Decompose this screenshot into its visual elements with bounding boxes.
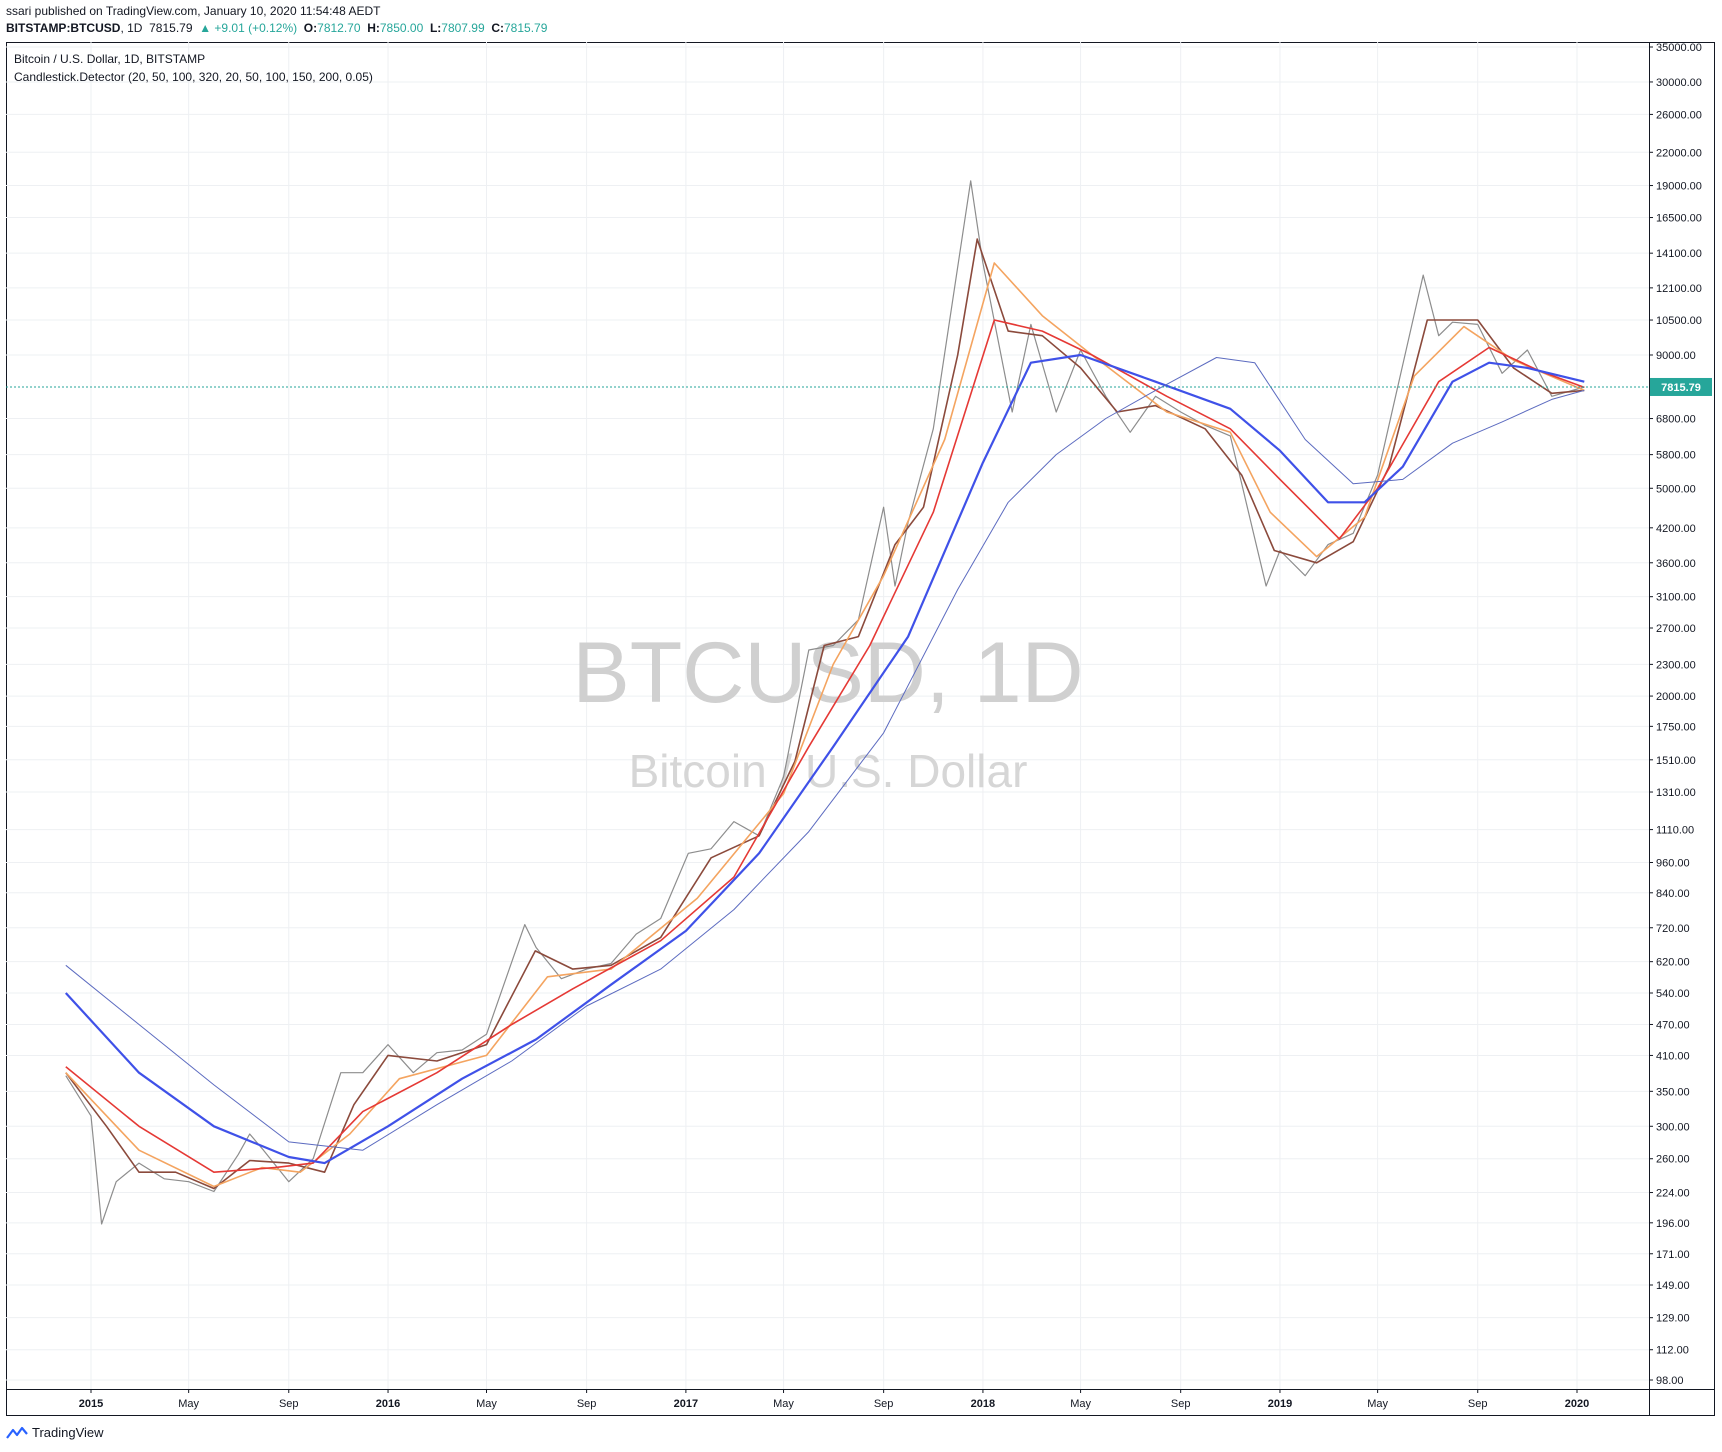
series-group [64,180,1585,1225]
x-tick-label: 2015 [79,1398,103,1410]
symbol-name: BITSTAMP:BTCUSD [6,21,121,35]
y-tick-label: 2300.00 [1656,659,1696,671]
low-label: L: [429,21,442,35]
close-value: 7815.79 [504,21,548,35]
watermark-symbol: BTCUSD, 1D [572,625,1083,721]
high-label: H: [367,21,380,35]
x-tick-label: May [178,1398,199,1410]
footer-brand-label: TradingView [32,1425,104,1440]
y-tick-label: 19000.00 [1656,181,1702,193]
y-tick-label: 14100.00 [1656,248,1702,260]
y-tick-label: 149.00 [1656,1280,1690,1292]
y-tick-label: 840.00 [1656,888,1690,900]
low-value: 7807.99 [441,21,485,35]
y-tick-label: 5800.00 [1656,450,1696,462]
series-price [65,180,1585,1225]
price-chart[interactable]: BTCUSD, 1D Bitcoin / U.S. Dollar 98.00 11… [0,0,1722,1420]
x-tick-label: 2017 [674,1398,698,1410]
y-tick-label: 10500.00 [1656,315,1702,327]
series-ma-320 [65,357,1585,1151]
y-tick-label: 260.00 [1656,1154,1690,1166]
y-tick-label: 6800.00 [1656,414,1696,426]
y-tick-label: 171.00 [1656,1249,1690,1261]
y-tick-label: 30000.00 [1656,77,1702,89]
price-change: ▲ +9.01 (+0.12%) [199,21,298,35]
y-tick-label: 129.00 [1656,1313,1690,1325]
watermark: BTCUSD, 1D Bitcoin / U.S. Dollar [572,625,1083,797]
y-tick-label: 22000.00 [1656,147,1702,159]
last-price-tag [1650,377,1712,396]
y-tick-label: 12100.00 [1656,283,1702,295]
x-tick-label: 2020 [1565,1398,1589,1410]
y-tick-label: 9000.00 [1656,350,1696,362]
y-tick-label: 26000.00 [1656,109,1702,121]
x-tick-label: Sep [279,1398,299,1410]
indicator-label: Candlestick.Detector (20, 50, 100, 320, … [14,70,373,84]
y-tick-label: 3100.00 [1656,592,1696,604]
x-tick-label: May [1070,1398,1091,1410]
y-tick-label: 350.00 [1656,1086,1690,1098]
time-axis[interactable]: 2015 May Sep 2016 May Sep 2017 May Sep 2018 May Sep… [79,1389,1589,1410]
high-value: 7850.00 [379,21,424,35]
x-tick-label: Sep [1468,1398,1488,1410]
y-tick-label: 1310.00 [1656,787,1696,799]
published-line: ssari published on TradingView.com, Janu… [6,4,381,18]
y-tick-label: 35000.00 [1656,42,1702,54]
y-tick-label: 98.00 [1656,1375,1684,1387]
y-tick-label: 5000.00 [1656,483,1696,495]
close-label: C: [491,21,504,35]
y-tick-label: 2700.00 [1656,623,1696,635]
y-tick-label: 3600.00 [1656,558,1696,570]
last-price: 7815.79 [149,21,193,35]
y-tick-label: 1110.00 [1656,825,1694,837]
y-tick-label: 1750.00 [1656,721,1696,733]
x-tick-label: 2016 [376,1398,400,1410]
x-tick-label: May [1367,1398,1388,1410]
y-tick-label: 4200.00 [1656,523,1696,535]
series-ma-20 [65,238,1585,1190]
footer-brand[interactable]: TradingView [6,1425,104,1440]
chart-title: Bitcoin / U.S. Dollar, 1D, BITSTAMP [14,52,205,66]
last-price-tag-label: 7815.79 [1661,382,1701,394]
price-axis[interactable]: 98.00 112.00 129.00 149.00 171.00 196.00 224.0… [1649,42,1702,1387]
x-tick-label: Sep [874,1398,894,1410]
y-tick-label: 300.00 [1656,1121,1690,1133]
x-tick-label: Sep [1171,1398,1191,1410]
x-tick-label: May [773,1398,794,1410]
tradingview-logo-icon [6,1426,28,1439]
y-tick-label: 196.00 [1656,1218,1690,1230]
interval: 1D [127,21,143,35]
y-tick-label: 720.00 [1656,923,1690,935]
open-value: 7812.70 [317,21,361,35]
x-tick-label: 2018 [971,1398,995,1410]
y-tick-label: 16500.00 [1656,213,1702,225]
y-tick-label: 470.00 [1656,1019,1690,1031]
y-tick-label: 112.00 [1656,1345,1689,1357]
y-tick-label: 960.00 [1656,858,1690,870]
y-tick-label: 2000.00 [1656,691,1696,703]
y-tick-label: 1510.00 [1656,755,1696,767]
series-ma-200 [64,353,1585,1165]
y-tick-label: 224.00 [1656,1188,1690,1200]
y-tick-label: 410.00 [1656,1050,1690,1062]
x-tick-label: May [476,1398,497,1410]
chart-frame [6,42,1715,1416]
y-tick-label: 540.00 [1656,988,1690,1000]
open-label: O: [303,21,318,35]
x-tick-label: 2019 [1268,1398,1292,1410]
symbol-quote-line: BITSTAMP:BTCUSD, 1D 7815.79 ▲ +9.01 (+0.… [6,21,548,35]
y-tick-label: 620.00 [1656,957,1690,969]
x-tick-label: Sep [577,1398,597,1410]
